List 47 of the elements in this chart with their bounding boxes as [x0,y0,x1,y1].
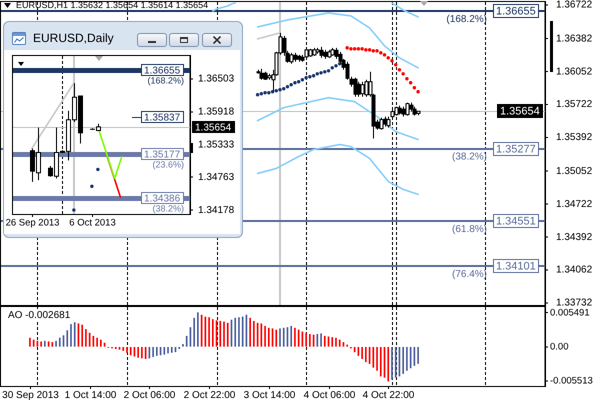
y-tick-label: 1.34722 [556,198,593,210]
y-tick-label: 1.36382 [556,33,593,44]
x-tick-label: 3 Oct 14:00 [244,390,296,400]
annotation: (38.2%) [152,203,184,214]
y-tick-label: 1.35918 [198,106,235,118]
y-tick-label: 1.35392 [556,132,593,144]
y-tick-label: 1.35052 [556,166,593,177]
y-tick-label: 1.36722 [556,0,593,11]
annotation: 1.35837 [144,112,181,124]
y-tick-label: 1.36052 [556,66,593,78]
y-tick-label: 0.00 [550,341,568,352]
y-tick-label: 1.34392 [556,232,593,243]
chart-title: EURUSD,Daily [33,31,114,45]
annotation: (168.2%) [446,14,487,26]
annotation: (38.2%) [452,152,487,163]
y-tick-label: 1.33732 [556,298,593,309]
x-tick-label: 26 Sep 2013 [6,217,60,228]
y-tick-label: 0.005491 [550,307,590,318]
y-tick-label: 1.34763 [198,172,235,183]
annotation: (61.8%) [452,224,487,235]
annotation: (23.6%) [152,159,184,170]
ref-line-label: 1.35654 [195,122,232,134]
y-tick-label: 1.35333 [198,140,235,151]
ref-line-label: 1.35277 [496,144,536,156]
chart-title: EURUSD,H1 1.35632 1.35654 1.35614 1.35654 [16,0,208,10]
chart-title: AO -0.002681 [6,309,72,322]
y-tick-label: -0.005513 [550,376,593,387]
x-tick-label: 6 Oct 2013 [69,217,116,228]
ref-line-label: 1.35654 [500,106,540,118]
ref-line-label: 1.34386 [144,193,181,204]
ref-line-label: 1.34101 [496,260,536,273]
x-tick-label: 2 Oct 22:00 [184,390,236,400]
x-tick-label: 4 Oct 06:00 [304,390,356,400]
x-tick-label: 1 Oct 14:00 [64,390,117,400]
y-tick-label: 1.36503 [198,74,235,85]
ref-line-label: 1.36655 [144,65,181,76]
y-tick-label: 1.35722 [556,99,593,110]
ref-line-label: 1.35177 [144,149,181,160]
y-tick-label: 1.34062 [556,264,593,276]
x-tick-label: 4 Oct 22:00 [362,390,415,400]
x-tick-label: 30 Sep 2013 [2,390,60,400]
annotation: (76.4%) [452,268,487,280]
x-tick-label: 2 Oct 06:00 [124,390,176,400]
ref-line-label: 1.34551 [496,216,536,228]
annotation: (168.2%) [147,75,184,86]
y-tick-label: 1.34178 [198,204,235,216]
ref-line-label: 1.36655 [496,6,536,18]
